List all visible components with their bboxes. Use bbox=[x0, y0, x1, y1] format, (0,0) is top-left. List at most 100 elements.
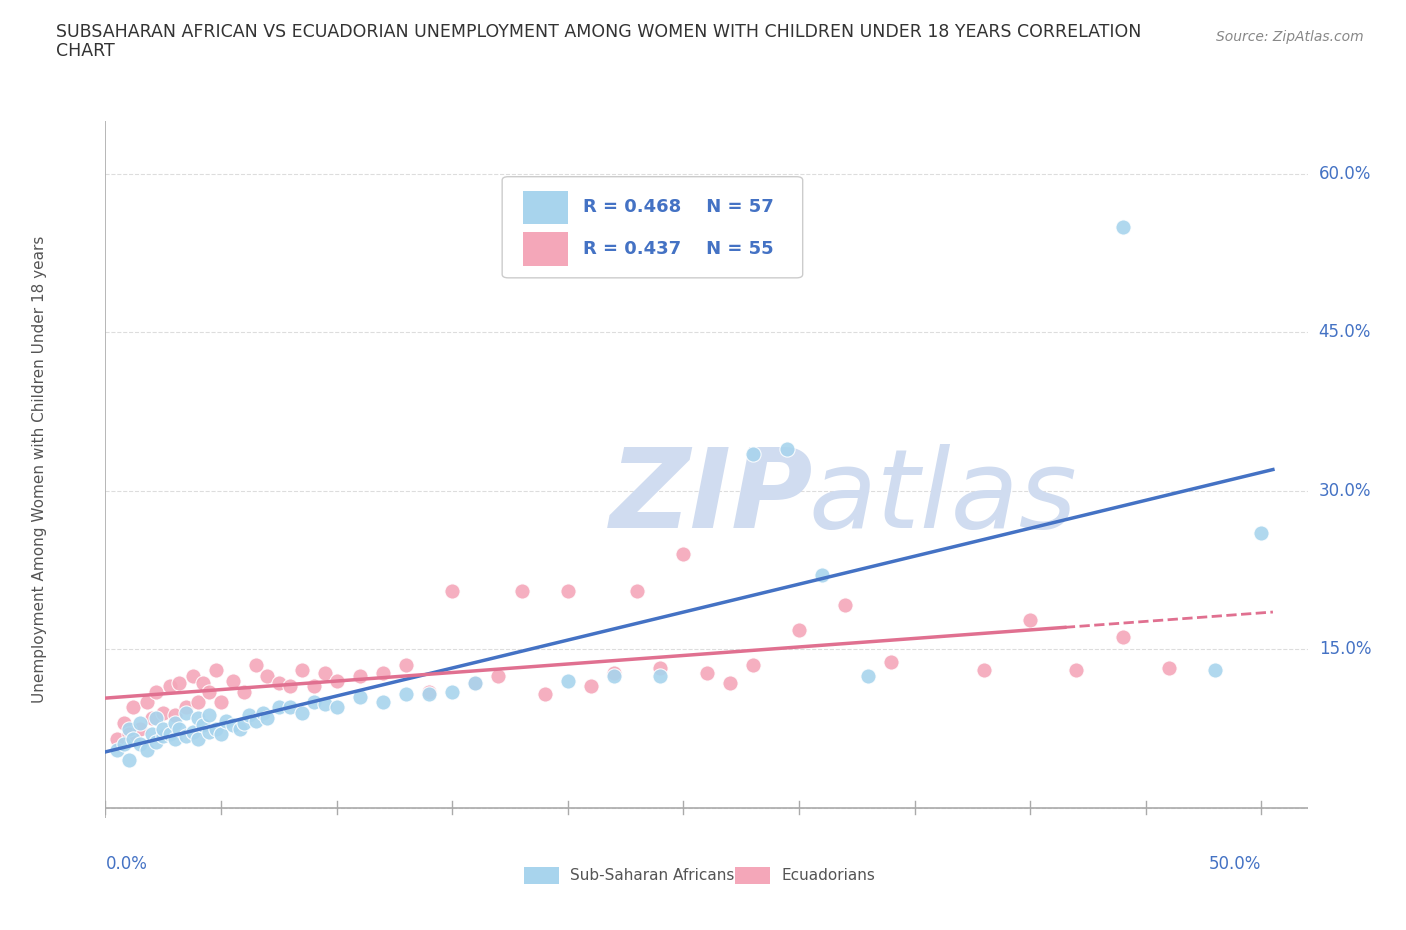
Point bbox=[418, 686, 440, 701]
Point bbox=[122, 732, 145, 747]
Point bbox=[117, 721, 139, 736]
Text: SUBSAHARAN AFRICAN VS ECUADORIAN UNEMPLOYMENT AMONG WOMEN WITH CHILDREN UNDER 18: SUBSAHARAN AFRICAN VS ECUADORIAN UNEMPLO… bbox=[56, 23, 1142, 41]
Point bbox=[181, 669, 204, 684]
Point bbox=[834, 597, 856, 612]
FancyBboxPatch shape bbox=[502, 177, 803, 278]
Point bbox=[209, 695, 232, 710]
Point bbox=[325, 673, 347, 688]
Point bbox=[176, 728, 198, 743]
Text: Ecuadorians: Ecuadorians bbox=[782, 868, 875, 883]
Point bbox=[145, 684, 167, 699]
Point bbox=[221, 718, 243, 733]
Point bbox=[221, 673, 243, 688]
Point bbox=[672, 547, 695, 562]
Point bbox=[280, 700, 302, 715]
Text: atlas: atlas bbox=[808, 444, 1077, 551]
Point bbox=[1111, 630, 1133, 644]
Point bbox=[1204, 663, 1226, 678]
Point bbox=[349, 669, 371, 684]
Point bbox=[112, 716, 135, 731]
Point bbox=[371, 665, 394, 680]
Text: CHART: CHART bbox=[56, 42, 115, 60]
Text: 45.0%: 45.0% bbox=[1319, 324, 1371, 341]
Point bbox=[205, 721, 228, 736]
Point bbox=[191, 676, 214, 691]
Point bbox=[238, 708, 260, 723]
Point bbox=[228, 721, 250, 736]
Point bbox=[198, 708, 221, 723]
Point bbox=[464, 676, 486, 691]
Point bbox=[176, 700, 198, 715]
Point bbox=[510, 584, 533, 599]
Point bbox=[233, 716, 256, 731]
Point bbox=[267, 676, 290, 691]
Point bbox=[291, 663, 314, 678]
Point bbox=[117, 753, 139, 768]
Point bbox=[741, 658, 763, 672]
Point bbox=[245, 658, 267, 672]
Point bbox=[395, 658, 418, 672]
Point bbox=[973, 663, 995, 678]
Point bbox=[695, 665, 717, 680]
Point bbox=[187, 695, 209, 710]
Point bbox=[280, 679, 302, 694]
Text: 60.0%: 60.0% bbox=[1319, 165, 1371, 182]
Point bbox=[233, 684, 256, 699]
Point bbox=[557, 673, 579, 688]
Point bbox=[122, 700, 145, 715]
Point bbox=[141, 711, 163, 725]
Point bbox=[787, 623, 810, 638]
Text: R = 0.437    N = 55: R = 0.437 N = 55 bbox=[582, 240, 773, 259]
Point bbox=[1111, 219, 1133, 234]
Point bbox=[129, 716, 152, 731]
Point bbox=[214, 713, 236, 728]
Point bbox=[488, 669, 510, 684]
Point bbox=[105, 732, 128, 747]
Point bbox=[136, 695, 159, 710]
Point bbox=[603, 669, 626, 684]
Point bbox=[176, 705, 198, 720]
Point bbox=[105, 742, 128, 757]
Point bbox=[159, 679, 181, 694]
Point bbox=[145, 711, 167, 725]
Point bbox=[441, 584, 464, 599]
Point bbox=[858, 669, 880, 684]
Point bbox=[626, 584, 648, 599]
Point bbox=[169, 721, 191, 736]
Point bbox=[163, 732, 186, 747]
Point bbox=[776, 441, 799, 456]
Point bbox=[371, 695, 394, 710]
Point bbox=[141, 726, 163, 741]
Point bbox=[169, 676, 191, 691]
Point bbox=[145, 735, 167, 750]
Point bbox=[395, 686, 418, 701]
Point bbox=[533, 686, 555, 701]
Point bbox=[117, 726, 139, 741]
Point bbox=[252, 705, 274, 720]
Point bbox=[256, 669, 278, 684]
Bar bbox=[523, 191, 568, 224]
Text: 0.0%: 0.0% bbox=[105, 856, 148, 873]
Point bbox=[302, 695, 325, 710]
Point bbox=[159, 726, 181, 741]
Point bbox=[302, 679, 325, 694]
Point bbox=[603, 665, 626, 680]
Point bbox=[325, 700, 347, 715]
Point bbox=[579, 679, 602, 694]
Point bbox=[418, 684, 440, 699]
Point bbox=[163, 708, 186, 723]
Point bbox=[880, 655, 903, 670]
Point bbox=[811, 568, 834, 583]
Text: 15.0%: 15.0% bbox=[1319, 641, 1371, 658]
Point bbox=[267, 700, 290, 715]
Text: ZIP: ZIP bbox=[610, 444, 814, 551]
Point bbox=[256, 711, 278, 725]
Text: 50.0%: 50.0% bbox=[1209, 856, 1261, 873]
Point bbox=[152, 728, 174, 743]
Point bbox=[1019, 612, 1042, 627]
Text: 30.0%: 30.0% bbox=[1319, 482, 1371, 499]
Point bbox=[181, 724, 204, 739]
Text: R = 0.468    N = 57: R = 0.468 N = 57 bbox=[582, 198, 773, 217]
Point bbox=[314, 697, 336, 711]
Point bbox=[198, 724, 221, 739]
